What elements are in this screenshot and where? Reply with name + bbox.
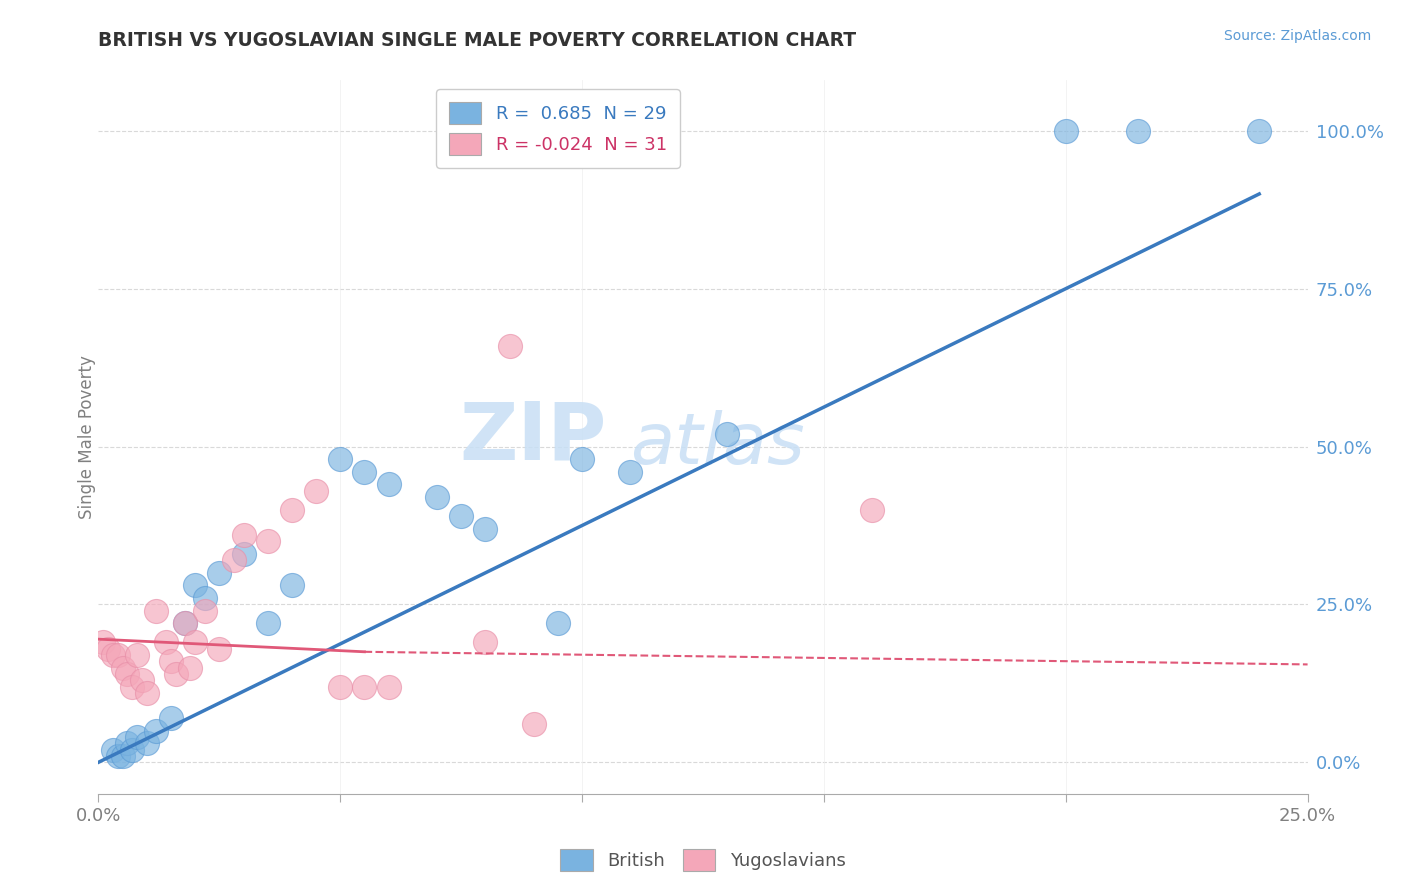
- Point: [498, 338, 520, 352]
- Y-axis label: Single Male Poverty: Single Male Poverty: [79, 355, 96, 519]
- Point: [145, 604, 167, 618]
- Point: [619, 465, 641, 479]
- Point: [305, 483, 328, 498]
- Point: [107, 648, 129, 662]
- Point: [208, 566, 231, 580]
- Point: [160, 654, 183, 668]
- Point: [121, 742, 143, 756]
- Point: [426, 490, 449, 504]
- Point: [281, 502, 304, 516]
- Point: [377, 680, 399, 694]
- Point: [135, 686, 157, 700]
- Text: ZIP: ZIP: [458, 398, 606, 476]
- Point: [97, 641, 120, 656]
- Point: [160, 711, 183, 725]
- Point: [91, 635, 114, 649]
- Point: [1054, 124, 1077, 138]
- Point: [117, 666, 139, 681]
- Point: [523, 717, 546, 731]
- Point: [232, 547, 254, 561]
- Point: [208, 641, 231, 656]
- Point: [329, 452, 352, 467]
- Point: [1249, 124, 1271, 138]
- Point: [174, 616, 197, 631]
- Point: [117, 736, 139, 750]
- Text: BRITISH VS YUGOSLAVIAN SINGLE MALE POVERTY CORRELATION CHART: BRITISH VS YUGOSLAVIAN SINGLE MALE POVER…: [98, 31, 856, 50]
- Point: [329, 680, 352, 694]
- Point: [107, 749, 129, 764]
- Point: [1128, 124, 1150, 138]
- Point: [184, 578, 207, 592]
- Legend: R =  0.685  N = 29, R = -0.024  N = 31: R = 0.685 N = 29, R = -0.024 N = 31: [436, 89, 679, 168]
- Point: [145, 723, 167, 738]
- Text: Source: ZipAtlas.com: Source: ZipAtlas.com: [1223, 29, 1371, 43]
- Point: [194, 591, 217, 606]
- Point: [232, 528, 254, 542]
- Point: [101, 648, 124, 662]
- Point: [256, 616, 278, 631]
- Point: [716, 426, 738, 441]
- Point: [256, 534, 278, 549]
- Point: [101, 742, 124, 756]
- Point: [165, 666, 187, 681]
- Point: [450, 508, 472, 523]
- Legend: British, Yugoslavians: British, Yugoslavians: [553, 842, 853, 879]
- Point: [127, 648, 149, 662]
- Point: [281, 578, 304, 592]
- Point: [860, 502, 883, 516]
- Point: [179, 660, 201, 674]
- Point: [111, 660, 134, 674]
- Point: [135, 736, 157, 750]
- Point: [222, 553, 245, 567]
- Point: [174, 616, 197, 631]
- Point: [377, 477, 399, 491]
- Point: [474, 522, 496, 536]
- Point: [121, 680, 143, 694]
- Point: [194, 604, 217, 618]
- Point: [184, 635, 207, 649]
- Point: [547, 616, 569, 631]
- Point: [571, 452, 593, 467]
- Text: atlas: atlas: [630, 409, 806, 479]
- Point: [353, 465, 375, 479]
- Point: [474, 635, 496, 649]
- Point: [127, 730, 149, 744]
- Point: [111, 749, 134, 764]
- Point: [131, 673, 153, 688]
- Point: [353, 680, 375, 694]
- Point: [155, 635, 177, 649]
